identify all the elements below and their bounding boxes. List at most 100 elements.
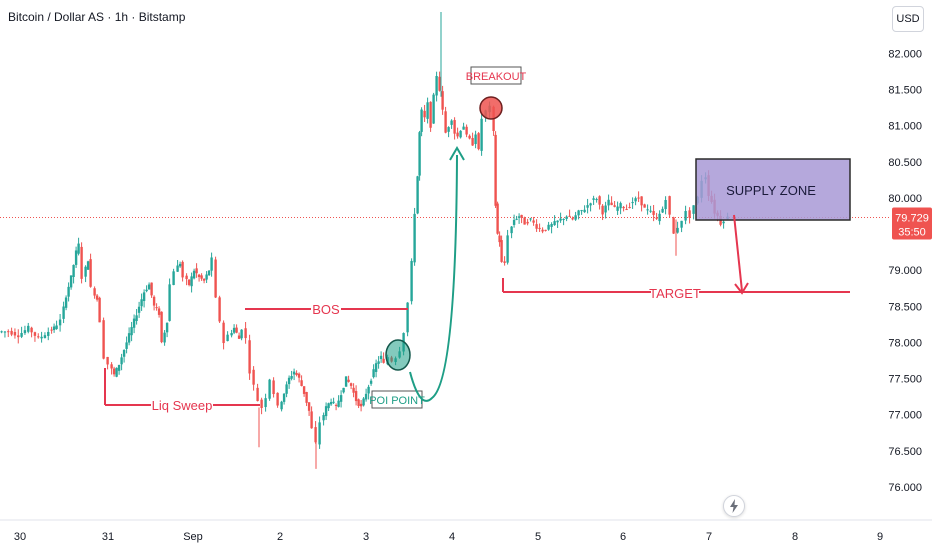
candle-body — [125, 342, 128, 349]
candle-body — [649, 210, 652, 212]
candle-body — [205, 274, 208, 280]
candle-body — [226, 334, 229, 342]
candle-body — [152, 296, 156, 306]
candle-body — [676, 227, 679, 233]
candle-body — [137, 306, 141, 313]
candle-body — [680, 220, 683, 228]
candle-body — [300, 380, 303, 386]
candle-body — [197, 274, 201, 278]
target-arrowhead — [734, 282, 749, 295]
x-tick-label: 31 — [102, 531, 114, 543]
candle-body — [477, 133, 480, 150]
candle-body — [447, 127, 450, 132]
candle-body — [613, 205, 616, 207]
candle-body — [354, 391, 358, 402]
candle-body — [583, 209, 586, 213]
lightning-icon — [730, 499, 738, 513]
candle-body — [318, 422, 321, 445]
candle-body — [322, 415, 325, 421]
breakout-circle — [479, 96, 503, 120]
candle-body — [520, 214, 523, 218]
candle-body — [364, 393, 368, 400]
y-tick-label: 77.500 — [888, 374, 922, 386]
poi-circle — [385, 339, 411, 371]
candle-body — [416, 176, 419, 214]
candle-body — [117, 364, 121, 371]
candle-body — [496, 203, 499, 234]
candle-body — [559, 218, 562, 221]
candle-body — [43, 335, 47, 338]
candle-body — [586, 205, 589, 208]
candle-body — [628, 207, 631, 209]
candle-body — [580, 210, 583, 212]
candle-body — [631, 202, 634, 204]
y-tick-label: 77.000 — [888, 410, 922, 422]
candle-body — [52, 326, 56, 331]
candle-body — [692, 205, 695, 214]
bos-bg — [311, 300, 341, 318]
candle-body — [264, 398, 267, 408]
candle-body — [252, 369, 255, 385]
price-axis — [890, 0, 932, 550]
candle-body — [207, 270, 211, 276]
candle-body — [55, 325, 58, 329]
candle-body — [248, 340, 251, 374]
candle-body — [456, 132, 459, 137]
candle-body — [7, 331, 10, 333]
price-label-bg — [892, 207, 932, 240]
candle-body — [339, 395, 343, 402]
candle-body — [178, 263, 182, 267]
candle-body — [438, 76, 441, 91]
candle-body — [147, 284, 151, 290]
candle-body — [106, 356, 109, 365]
candle-body — [622, 206, 625, 209]
candle-body — [506, 235, 509, 263]
candle-body — [480, 118, 483, 151]
candle-body — [420, 109, 423, 132]
candle-body — [664, 200, 667, 210]
candle-body — [423, 110, 426, 118]
x-tick-label: 6 — [620, 531, 626, 543]
candle-body — [282, 393, 286, 402]
candle-body — [658, 213, 661, 222]
candle-body — [550, 224, 553, 227]
candle-body — [616, 206, 619, 211]
breakout-label: BREAKOUT — [466, 71, 527, 83]
candle-body — [553, 221, 556, 226]
candle-body — [646, 209, 649, 211]
liq-sweep-label: Liq Sweep — [152, 398, 213, 413]
candle-body — [598, 196, 601, 205]
candle-body — [474, 134, 477, 145]
target-arrow — [733, 214, 743, 292]
currency-button[interactable]: USD — [892, 6, 924, 32]
flash-button[interactable] — [723, 495, 745, 517]
candle-body — [418, 132, 421, 176]
candle-body — [160, 311, 163, 343]
candle-body — [441, 91, 444, 110]
x-tick-label: 4 — [449, 531, 455, 543]
candle-body — [110, 364, 113, 369]
candle-body — [0, 331, 3, 333]
candle-body — [297, 373, 301, 378]
candle-body — [30, 327, 33, 333]
candle-body — [503, 261, 506, 263]
candle-body — [230, 333, 233, 336]
candle-body — [280, 401, 283, 410]
candle-body — [168, 284, 171, 321]
candle-body — [324, 406, 328, 417]
candle-body — [601, 205, 604, 215]
candle-body — [327, 403, 330, 409]
y-tick-label: 80.000 — [888, 193, 922, 205]
candle-body — [688, 210, 691, 218]
candle-body — [652, 210, 655, 215]
candle-body — [287, 377, 291, 385]
candle-body — [50, 329, 53, 331]
candle-body — [260, 399, 263, 409]
candle-body — [535, 224, 538, 229]
candle-body — [140, 299, 143, 307]
candle-body — [592, 198, 595, 200]
candle-body — [235, 327, 238, 333]
candle-body — [523, 217, 526, 225]
candle-body — [334, 404, 338, 406]
